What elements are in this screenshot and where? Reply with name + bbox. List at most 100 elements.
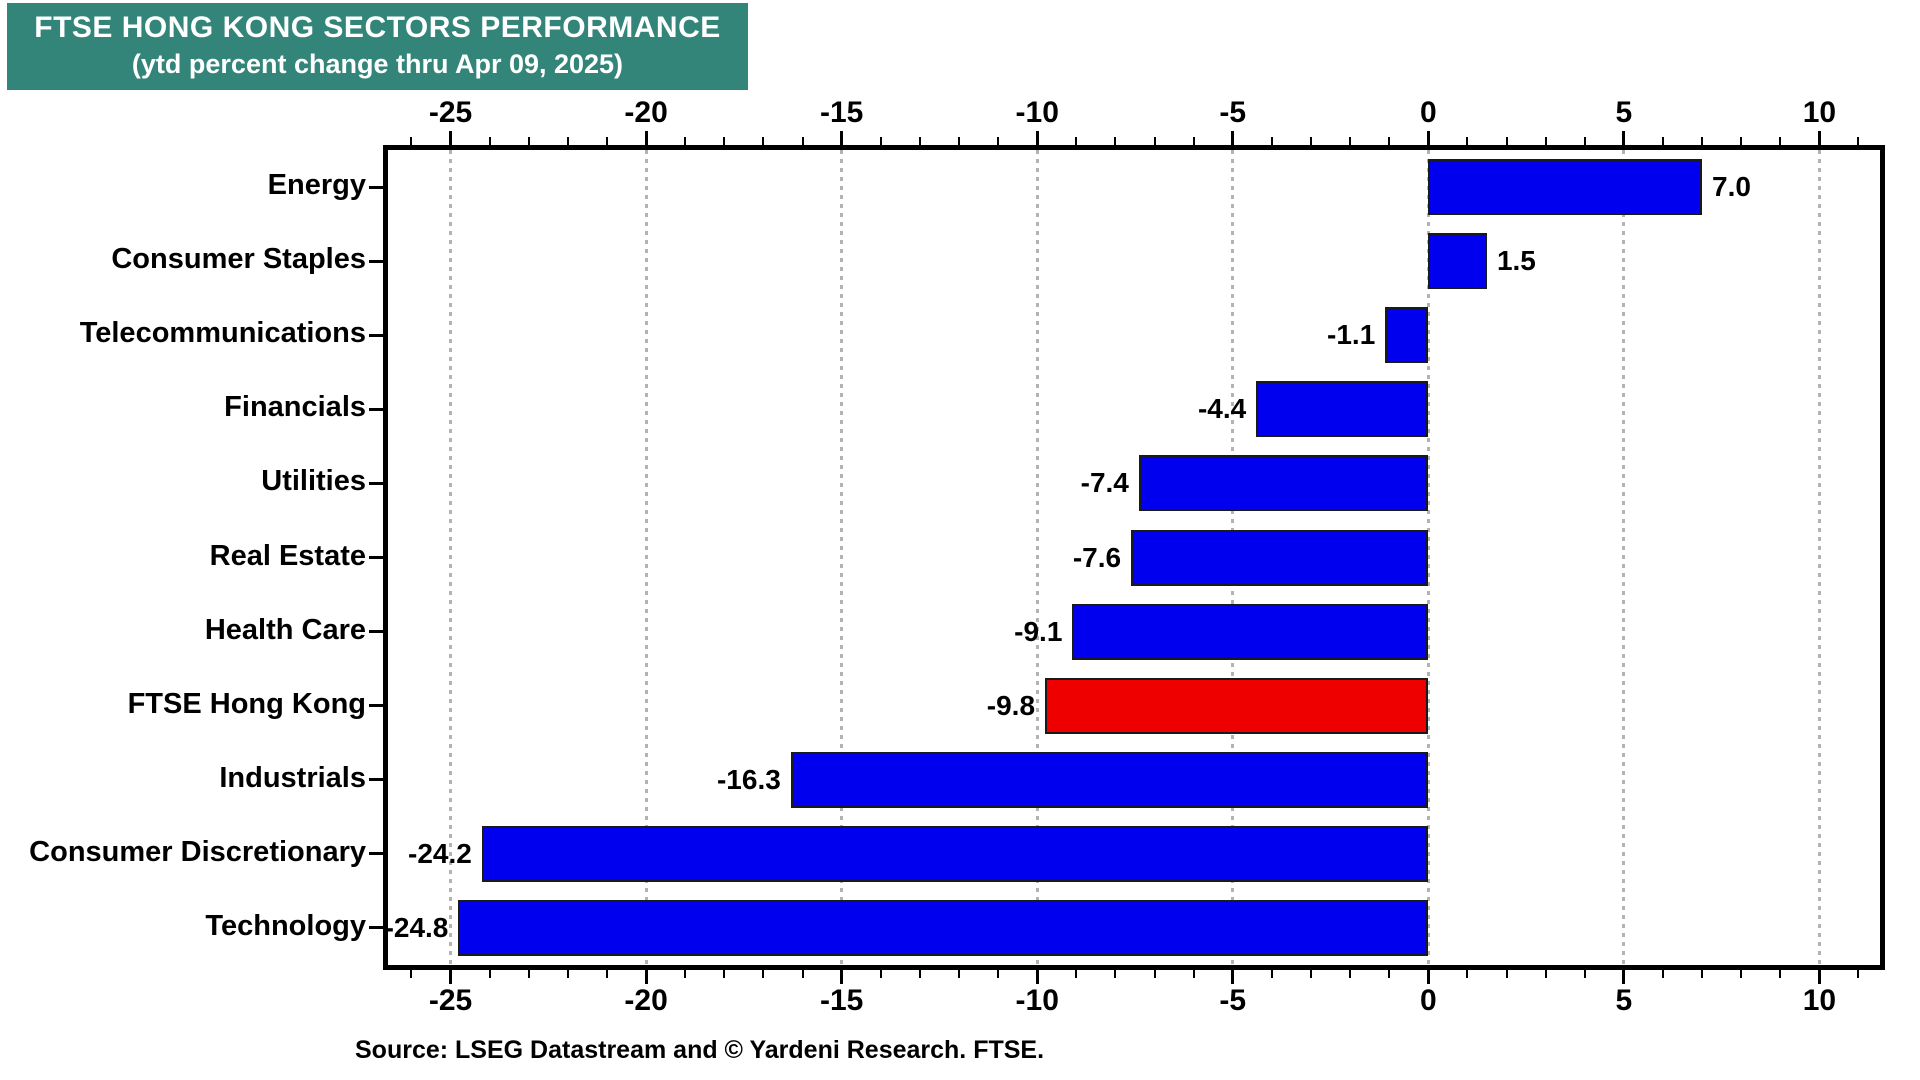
category-label-real-estate: Real Estate — [209, 539, 366, 572]
bar-ftse-hong-kong — [1045, 677, 1429, 734]
gridline-neg15 — [840, 150, 844, 965]
category-label-consumer-discretionary: Consumer Discretionary — [29, 835, 366, 868]
x-minor-tick-top — [723, 137, 726, 145]
gridline-0 — [1426, 150, 1430, 965]
x-axis-label-bottom-neg15: -15 — [819, 984, 864, 1017]
x-minor-tick-top — [1466, 137, 1469, 145]
x-minor-tick-top — [1114, 137, 1117, 145]
y-tick-technology — [369, 926, 383, 930]
x-minor-tick-top — [566, 137, 569, 145]
x-minor-tick-bottom — [1114, 970, 1117, 978]
category-label-consumer-staples: Consumer Staples — [111, 243, 366, 276]
x-tick-bottom-neg20 — [644, 970, 648, 984]
x-tick-top-neg10 — [1035, 131, 1039, 145]
x-minor-tick-top — [957, 137, 960, 145]
gridline-10 — [1817, 150, 1821, 965]
bar-health-care — [1072, 603, 1429, 660]
x-minor-tick-bottom — [1388, 970, 1391, 978]
x-minor-tick-bottom — [1701, 970, 1704, 978]
y-tick-utilities — [369, 481, 383, 485]
x-minor-tick-bottom — [1857, 970, 1860, 978]
x-tick-bottom-neg25 — [449, 970, 453, 984]
x-axis-label-bottom-neg10: -10 — [1015, 984, 1059, 1017]
gridline-neg20 — [644, 150, 648, 965]
value-label-ftse-hong-kong: -9.8 — [986, 689, 1036, 721]
x-minor-tick-bottom — [1779, 970, 1782, 978]
x-minor-tick-bottom — [1661, 970, 1664, 978]
y-tick-consumer-discretionary — [369, 852, 383, 856]
x-minor-tick-top — [1583, 137, 1586, 145]
category-label-telecommunications: Telecommunications — [79, 317, 366, 350]
gridline-5 — [1622, 150, 1626, 965]
x-tick-top-neg20 — [644, 131, 648, 145]
x-minor-tick-bottom — [723, 970, 726, 978]
x-minor-tick-bottom — [1192, 970, 1195, 978]
x-minor-tick-bottom — [1153, 970, 1156, 978]
x-tick-top-0 — [1426, 131, 1430, 145]
x-minor-tick-top — [1740, 137, 1743, 145]
x-minor-tick-top — [997, 137, 1000, 145]
x-axis-label-bottom-neg5: -5 — [1219, 984, 1247, 1017]
x-minor-tick-bottom — [879, 970, 882, 978]
x-axis-label-top-neg25: -25 — [428, 96, 473, 129]
x-minor-tick-bottom — [957, 970, 960, 978]
y-tick-telecommunications — [369, 333, 383, 337]
y-tick-financials — [369, 407, 383, 411]
x-minor-tick-top — [762, 137, 765, 145]
x-minor-tick-top — [684, 137, 687, 145]
x-minor-tick-top — [1701, 137, 1704, 145]
category-label-financials: Financials — [224, 391, 366, 424]
x-axis-label-top-neg15: -15 — [819, 96, 864, 129]
x-minor-tick-bottom — [918, 970, 921, 978]
x-axis-label-top-neg5: -5 — [1219, 96, 1247, 129]
value-label-financials: -4.4 — [1197, 393, 1247, 425]
value-label-consumer-discretionary: -24.2 — [408, 837, 472, 869]
category-label-technology: Technology — [205, 909, 366, 942]
x-axis-label-top-0: 0 — [1419, 96, 1437, 129]
x-minor-tick-bottom — [801, 970, 804, 978]
value-label-technology: -24.8 — [384, 911, 449, 943]
x-minor-tick-top — [1153, 137, 1156, 145]
y-tick-real-estate — [369, 556, 383, 559]
x-minor-tick-top — [918, 137, 921, 145]
bar-industrials — [790, 751, 1429, 808]
y-tick-ftse-hong-kong — [369, 704, 383, 708]
bar-consumer-staples — [1428, 233, 1487, 290]
gridline-neg10 — [1035, 150, 1039, 965]
x-minor-tick-bottom — [488, 970, 491, 978]
x-axis-label-top-10: 10 — [1802, 96, 1837, 129]
x-minor-tick-top — [1779, 137, 1782, 145]
x-tick-top-neg25 — [449, 131, 453, 145]
x-tick-bottom-neg15 — [840, 970, 844, 984]
x-axis-label-top-5: 5 — [1615, 96, 1633, 129]
x-minor-tick-bottom — [410, 970, 413, 978]
x-tick-bottom-neg5 — [1231, 970, 1235, 984]
x-tick-top-neg5 — [1231, 131, 1235, 145]
x-minor-tick-top — [1349, 137, 1352, 145]
x-minor-tick-top — [1309, 137, 1312, 145]
x-minor-tick-bottom — [606, 970, 608, 978]
chart-title: FTSE HONG KONG SECTORS PERFORMANCE — [34, 11, 721, 44]
x-minor-tick-bottom — [1075, 970, 1078, 978]
x-axis-label-top-neg10: -10 — [1015, 96, 1059, 129]
title-box: FTSE HONG KONG SECTORS PERFORMANCE (ytd … — [7, 3, 748, 90]
x-minor-tick-top — [801, 137, 804, 145]
category-label-utilities: Utilities — [261, 465, 366, 498]
gridline-neg25 — [449, 150, 453, 965]
bar-utilities — [1138, 455, 1429, 512]
x-minor-tick-bottom — [1349, 970, 1352, 978]
value-label-utilities: -7.4 — [1080, 467, 1129, 499]
y-tick-industrials — [369, 778, 383, 782]
x-tick-bottom-5 — [1622, 970, 1626, 984]
x-tick-top-neg15 — [840, 131, 844, 145]
category-label-industrials: Industrials — [219, 761, 366, 794]
bar-real-estate — [1131, 529, 1429, 586]
x-minor-tick-top — [1857, 137, 1860, 145]
category-label-energy: Energy — [267, 169, 366, 202]
value-label-energy: 7.0 — [1712, 171, 1751, 203]
x-axis-label-bottom-neg20: -20 — [624, 984, 668, 1017]
bar-consumer-discretionary — [481, 825, 1429, 882]
x-minor-tick-top — [1544, 137, 1547, 145]
value-label-consumer-staples: 1.5 — [1496, 245, 1536, 277]
